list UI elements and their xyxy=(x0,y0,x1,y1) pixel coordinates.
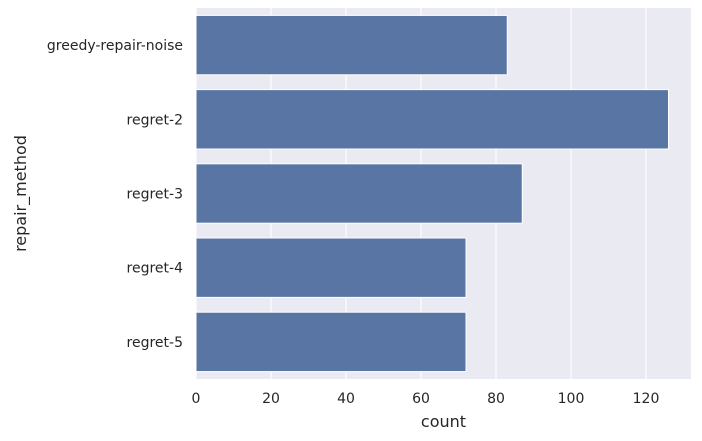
bar xyxy=(195,163,523,224)
y-category-label: regret-3 xyxy=(127,187,183,203)
x-tick-label: 60 xyxy=(412,391,430,407)
y-category-label: regret-4 xyxy=(127,261,184,277)
y-axis-label: repair_method xyxy=(11,135,31,252)
x-axis-label: count xyxy=(421,412,466,431)
bar xyxy=(195,14,508,76)
y-category-labels: greedy-repair-noise regret-2 regret-3 regre… xyxy=(47,38,183,351)
bar xyxy=(195,89,669,150)
x-tick-label: 0 xyxy=(192,391,201,407)
bar xyxy=(195,237,467,298)
bar xyxy=(195,311,467,373)
bars xyxy=(195,14,669,373)
x-tick-label: 80 xyxy=(487,391,505,407)
x-tick-labels: 0 20 40 60 80 100 120 xyxy=(192,391,660,407)
y-category-label: regret-2 xyxy=(127,112,183,128)
x-tick-label: 120 xyxy=(633,391,660,407)
y-category-label: greedy-repair-noise xyxy=(47,38,183,54)
x-tick-label: 100 xyxy=(558,391,585,407)
x-tick-label: 20 xyxy=(262,391,280,407)
y-category-label: regret-5 xyxy=(127,335,183,351)
x-tick-label: 40 xyxy=(337,391,355,407)
